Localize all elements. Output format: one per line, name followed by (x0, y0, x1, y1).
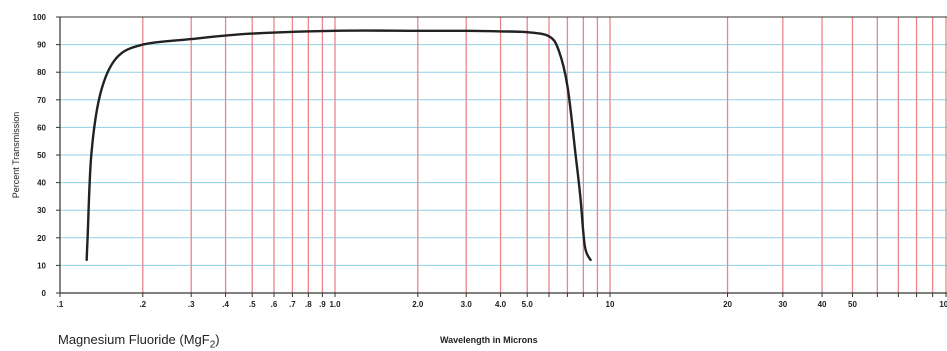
x-tick-label: .1 (57, 300, 64, 309)
y-tick-label: 20 (37, 234, 46, 243)
y-axis-label: Percent Transmission (11, 112, 21, 199)
y-tick-label: 40 (37, 179, 46, 188)
y-tick-label: 0 (42, 289, 47, 298)
y-tick-label: 100 (33, 13, 47, 22)
x-tick-label: 40 (818, 300, 827, 309)
x-tick-label: .9 (319, 300, 326, 309)
y-tick-label: 90 (37, 41, 46, 50)
x-tick-label: 1.0 (329, 300, 341, 309)
x-tick-label: 30 (778, 300, 787, 309)
x-tick-label: 50 (848, 300, 857, 309)
transmission-curve (85, 29, 592, 262)
y-tick-label: 50 (37, 151, 46, 160)
y-tick-label: 70 (37, 96, 46, 105)
x-tick-label: 20 (723, 300, 732, 309)
x-tick-label: .6 (271, 300, 278, 309)
x-tick-label: 10 (606, 300, 615, 309)
x-tick-label: 3.0 (461, 300, 473, 309)
y-tick-label: 30 (37, 206, 46, 215)
y-tick-label: 60 (37, 123, 46, 132)
chart-title: Magnesium Fluoride (MgF2) (58, 332, 220, 351)
x-tick-label: 4.0 (495, 300, 507, 309)
x-tick-label: .7 (289, 300, 296, 309)
y-tick-label: 80 (37, 68, 46, 77)
x-tick-label: 100 (939, 300, 947, 309)
x-tick-label: .2 (139, 300, 146, 309)
x-tick-label: 2.0 (412, 300, 424, 309)
y-tick-label: 10 (37, 261, 46, 270)
x-axis-label: Wavelength in Microns (440, 335, 538, 345)
x-tick-label: .4 (222, 300, 229, 309)
x-tick-label: .5 (249, 300, 256, 309)
x-tick-label: .3 (188, 300, 195, 309)
x-tick-label: .8 (305, 300, 312, 309)
x-tick-label: 5.0 (522, 300, 534, 309)
